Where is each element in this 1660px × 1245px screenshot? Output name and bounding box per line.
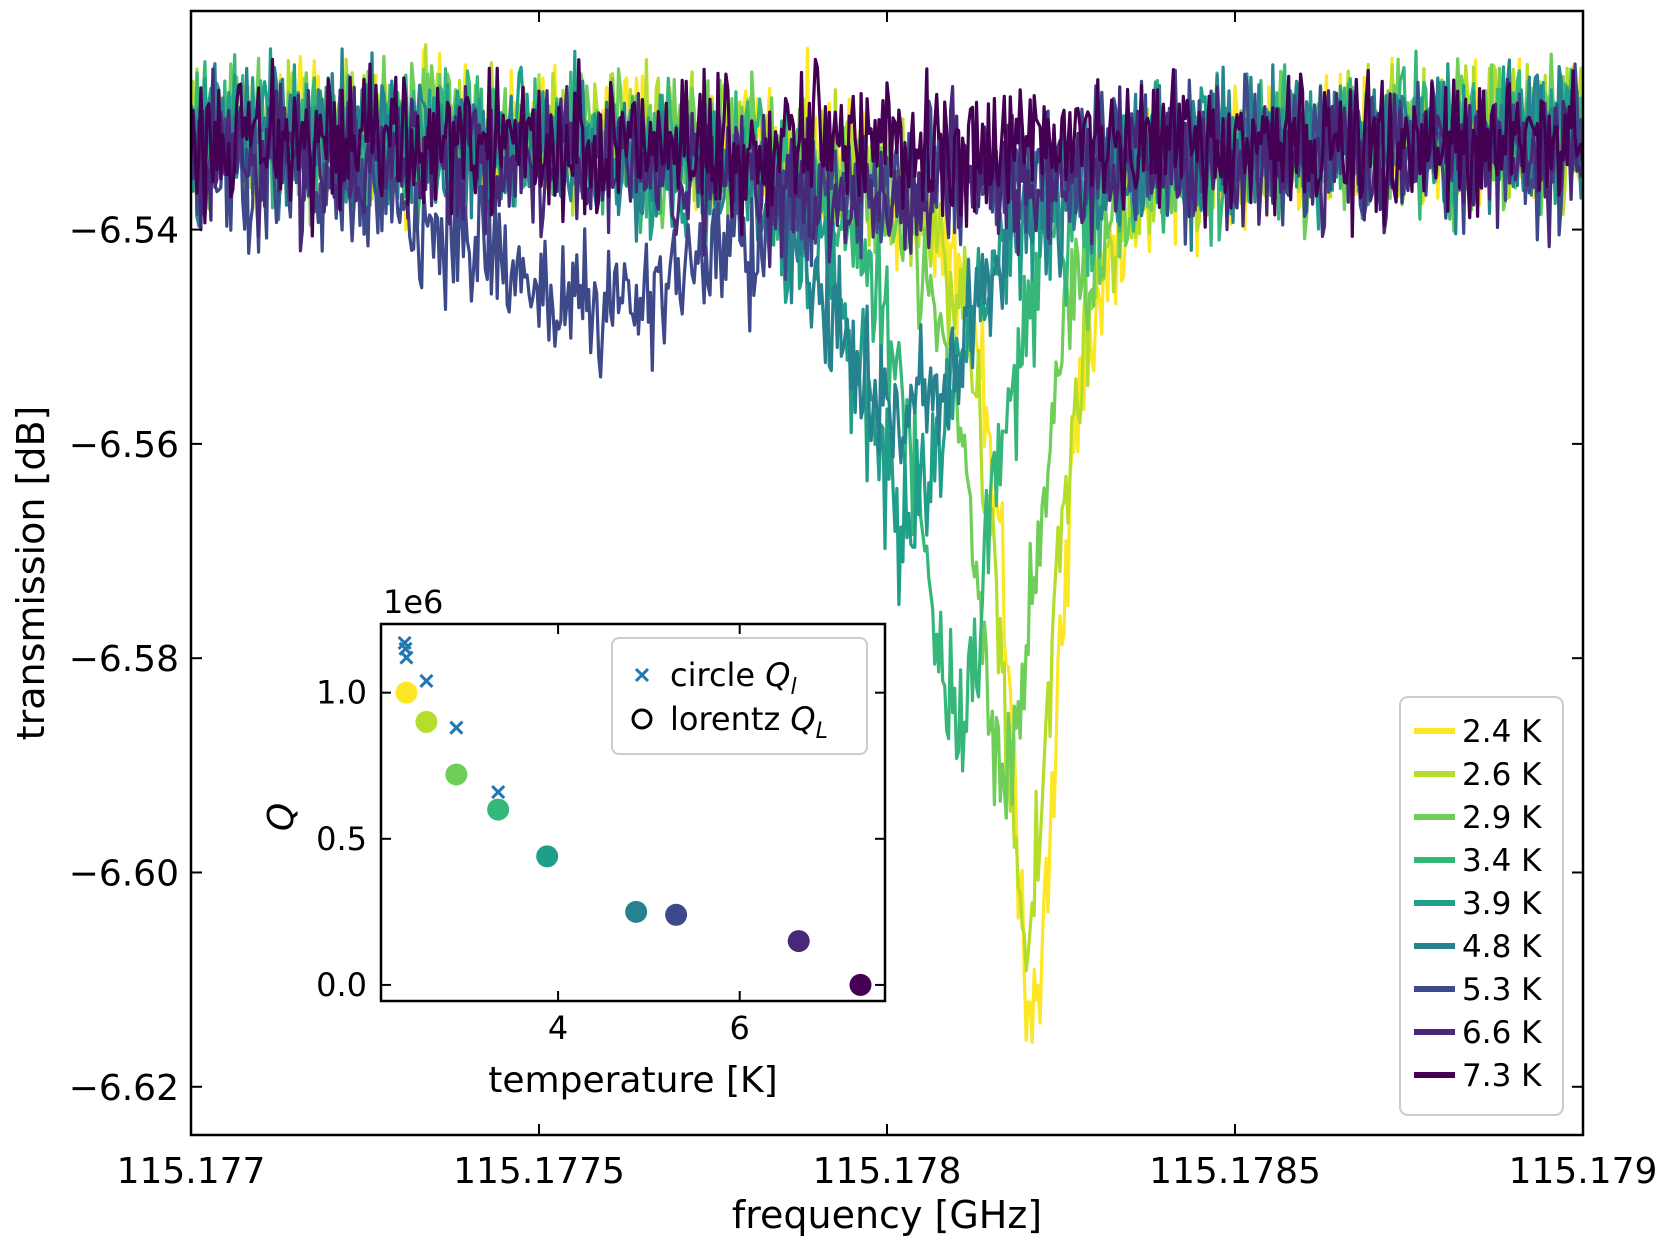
inset-x-tick-label: 6: [730, 1009, 750, 1047]
inset-legend-label: lorentz QL: [670, 700, 828, 744]
legend-label: 6.6 K: [1462, 1015, 1542, 1051]
lorentz-QL-point: [625, 900, 648, 923]
x-axis-label: frequency [GHz]: [732, 1193, 1042, 1237]
circle-Ql-point: [419, 673, 434, 689]
y-axis-label: transmission [dB]: [9, 406, 53, 741]
legend-label: 2.9 K: [1462, 800, 1542, 836]
x-tick-label: 115.1775: [453, 1151, 625, 1192]
inset-legend-o-marker: [631, 708, 653, 730]
legend-label: 7.3 K: [1462, 1058, 1542, 1094]
lorentz-QL-point: [445, 763, 468, 786]
lorentz-QL-point: [849, 973, 872, 996]
inset-data-points: [395, 635, 872, 996]
inset-axis-ticks: 4 6 0.0 0.5 1.0: [316, 624, 885, 1047]
inset-y-tick-label: 1.0: [316, 674, 367, 712]
x-tick-label: 115.179: [1509, 1151, 1658, 1192]
lorentz-QL-point: [395, 681, 418, 704]
lorentz-QL-point: [415, 710, 438, 733]
circle-Ql-point: [399, 650, 414, 665]
legend-label: 5.3 K: [1462, 972, 1542, 1008]
inset-legend-x-marker: [634, 667, 650, 683]
main-plot-series: [191, 43, 1583, 1045]
lorentz-QL-point: [787, 930, 810, 953]
main-axis-ticks: 115.177 115.1775 115.178 115.1785 115.179 −6.…: [69, 11, 1658, 1192]
y-tick-label: −6.60: [69, 853, 179, 894]
inset-legend-box: [611, 637, 868, 755]
legend-label: 2.6 K: [1462, 757, 1542, 793]
inset-y-tick-label: 0.5: [316, 820, 367, 858]
x-tick-label: 115.1785: [1149, 1151, 1321, 1192]
inset-y-tick-label: 0.0: [316, 966, 367, 1004]
legend-label: 3.4 K: [1462, 843, 1542, 879]
legend-box: [1399, 696, 1564, 1116]
main-legend: 2.4 K 2.6 K 2.9 K 3.4 K 3.9 K 4.8 K 5.3 K 6.6 K…: [1399, 696, 1564, 1116]
legend-label: 2.4 K: [1462, 714, 1542, 750]
inset-y-axis-label: Q: [261, 803, 302, 831]
y-tick-label: −6.58: [69, 639, 179, 680]
y-tick-label: −6.62: [69, 1068, 179, 1109]
x-tick-label: 115.177: [117, 1151, 266, 1192]
circle-Ql-point: [491, 784, 506, 800]
lorentz-QL-point: [487, 798, 510, 821]
legend-label: 3.9 K: [1462, 886, 1542, 922]
inset-x-axis-label: temperature [K]: [488, 1060, 777, 1101]
lorentz-QL-point: [665, 903, 688, 926]
inset-offset-text: 1e6: [383, 583, 443, 621]
inset-x-tick-label: 4: [548, 1009, 568, 1047]
y-tick-label: −6.54: [69, 211, 179, 252]
lorentz-QL-point: [536, 845, 559, 868]
y-tick-label: −6.56: [69, 425, 179, 466]
circle-Ql-point: [449, 720, 464, 735]
legend-label: 4.8 K: [1462, 929, 1542, 965]
series-line-7-3K: [191, 57, 1583, 238]
x-tick-label: 115.178: [813, 1151, 962, 1192]
inset-legend-label: circle Ql: [670, 656, 797, 700]
